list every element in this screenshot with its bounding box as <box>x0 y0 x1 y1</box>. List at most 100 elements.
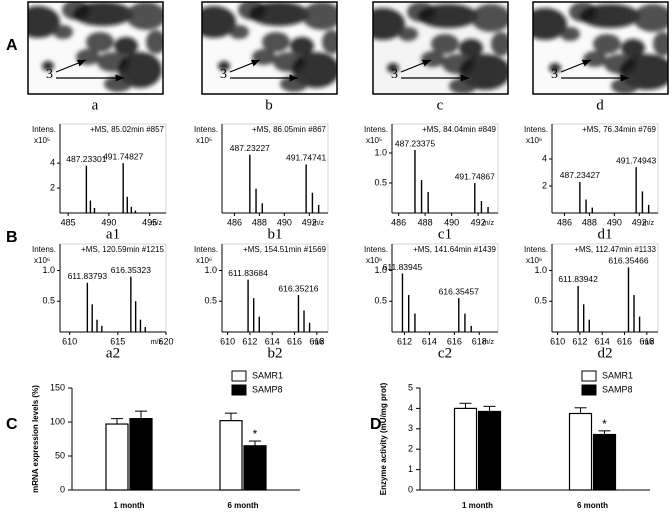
y-tick-label: 1.0 <box>374 265 387 275</box>
spectrum-caption: b2 <box>268 345 283 361</box>
x-tick-label: 488 <box>418 217 433 227</box>
spot <box>229 25 249 39</box>
spot <box>621 39 645 57</box>
peak-label: 487.23301 <box>66 154 106 164</box>
x-tick-label: 488 <box>582 217 597 227</box>
spot <box>580 4 640 28</box>
image-caption: d <box>596 97 604 113</box>
spot <box>533 8 567 40</box>
spot <box>398 27 418 41</box>
image-caption: a <box>92 97 99 113</box>
x-label: m/z <box>313 339 325 346</box>
spot <box>114 37 138 55</box>
spectrum-caption: d2 <box>598 345 613 361</box>
y-label: Intens. <box>524 245 548 254</box>
legend-swatch <box>231 384 247 396</box>
x-tick-label: 614 <box>265 336 280 346</box>
peak-label: 487.23375 <box>395 138 435 148</box>
y-unit: x10⁶ <box>526 256 542 265</box>
spot <box>418 4 478 28</box>
bar <box>243 445 267 491</box>
bar <box>129 418 153 491</box>
x-tick-label: 490 <box>444 217 459 227</box>
spectrum-header: +MS, 120.59min #1215 <box>81 245 164 254</box>
x-label: m/z <box>313 220 325 227</box>
peak-label: 611.83942 <box>558 274 598 284</box>
x-tick-label: 616 <box>447 336 462 346</box>
spectrum-header: +MS, 84.04min #849 <box>422 125 497 134</box>
y-tick-label: 0.5 <box>204 296 217 306</box>
peak-label: 616.35216 <box>278 283 318 293</box>
spectrum-caption: c1 <box>438 226 452 242</box>
y-tick-label: 3 <box>408 423 413 433</box>
y-tick-label: 4 <box>542 153 547 163</box>
panel-label: D <box>370 416 382 433</box>
spot <box>491 32 508 56</box>
x-tick-label: 614 <box>422 336 437 346</box>
peak-label: 491.74741 <box>286 153 326 163</box>
spot <box>290 37 314 55</box>
x-tick-label: 620 <box>158 336 173 346</box>
y-label: Intens. <box>194 245 218 254</box>
peak-label: 487.23427 <box>560 170 600 180</box>
plot-frame <box>59 243 167 333</box>
y-unit: x10⁶ <box>196 256 212 265</box>
x-tick-label: 610 <box>550 336 565 346</box>
spot <box>459 39 483 57</box>
spot <box>560 27 580 41</box>
y-tick-label: 0.5 <box>42 296 55 306</box>
panel-label: A <box>6 37 18 54</box>
y-label: Intens. <box>364 125 388 134</box>
image-frame <box>201 1 338 95</box>
spot <box>252 49 276 65</box>
spot-label: 3 <box>46 67 53 82</box>
y-tick-label: 4 <box>50 158 55 168</box>
spot <box>449 78 477 94</box>
y-tick-label: 0 <box>408 484 413 494</box>
y-unit: x10⁶ <box>34 256 50 265</box>
y-tick-label: 150 <box>50 382 65 392</box>
x-label: m/z <box>643 220 655 227</box>
spectrum-caption: d1 <box>598 226 613 242</box>
spot <box>611 78 639 94</box>
spot <box>218 61 230 71</box>
gel-image: 3 <box>372 1 509 95</box>
y-label: Intens. <box>194 125 218 134</box>
panel-label: B <box>6 229 18 246</box>
spectrum-caption: c2 <box>438 345 452 361</box>
x-tick-label: 618 <box>639 336 654 346</box>
spot <box>146 30 163 54</box>
y-unit: x10⁵ <box>366 136 382 145</box>
y-label: Enzyme activity (mU/mg prot) <box>379 382 388 495</box>
panel-label: C <box>6 416 18 433</box>
arrow <box>229 59 261 73</box>
x-tick-label: 490 <box>277 217 292 227</box>
legend-label: SAMR1 <box>602 370 633 380</box>
x-label: m/z <box>483 339 495 346</box>
x-tick-label: 490 <box>607 217 622 227</box>
x-tick-label: 6 month <box>577 501 608 510</box>
x-tick-label: 616 <box>287 336 302 346</box>
spot <box>583 51 607 67</box>
y-tick-label: 4 <box>408 403 413 413</box>
x-tick-label: 614 <box>595 336 610 346</box>
peak-label: 616.35323 <box>111 265 151 275</box>
gel-image: 3 <box>27 1 164 95</box>
spot <box>373 8 405 40</box>
spot <box>421 51 445 67</box>
spot <box>302 2 337 30</box>
peak-label: 491.74943 <box>616 155 656 165</box>
x-tick-label: 488 <box>252 217 267 227</box>
x-tick-label: 618 <box>309 336 324 346</box>
x-label: m/z <box>151 339 163 346</box>
spot <box>53 25 73 39</box>
bar <box>219 420 243 491</box>
bar <box>592 433 617 491</box>
y-tick-label: 1.0 <box>534 265 547 275</box>
peak-label: 611.83684 <box>228 268 268 278</box>
y-tick-label: 5 <box>408 382 413 392</box>
y-tick-label: 2 <box>50 182 55 192</box>
spot <box>73 2 133 26</box>
peak-label: 487.23227 <box>230 143 270 153</box>
spot <box>86 32 114 52</box>
